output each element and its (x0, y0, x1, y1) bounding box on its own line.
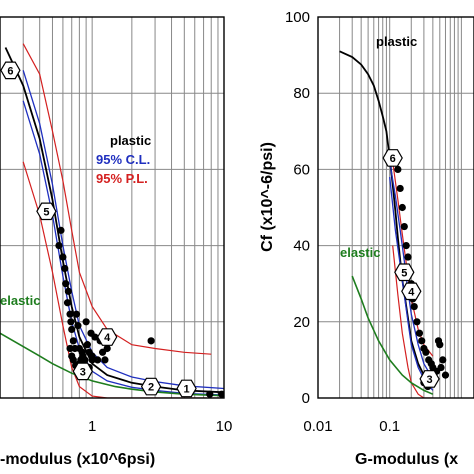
data-point (103, 344, 111, 353)
plot-frame (0, 16, 225, 399)
data-point (441, 371, 450, 379)
data-point (88, 356, 96, 364)
left-x-axis-label: -modulus (x10^6psi) (0, 451, 155, 468)
data-point (63, 299, 72, 307)
data-point (147, 337, 155, 345)
data-point (72, 310, 81, 318)
hex-marker: 3 (72, 362, 93, 381)
data-point (422, 348, 430, 356)
data-point (418, 337, 426, 345)
series-line-cl-upper (22, 70, 224, 390)
data-point (404, 253, 412, 261)
hex-marker: 2 (140, 377, 162, 396)
data-point (66, 310, 74, 318)
data-point (55, 242, 63, 250)
data-point (94, 356, 102, 364)
series-line-elastic (0, 332, 224, 397)
hex-marker-label: 4 (408, 286, 415, 298)
data-point (67, 318, 75, 326)
plot-frame (317, 16, 474, 399)
data-point (394, 165, 402, 173)
y-tick-label: 80 (293, 85, 310, 102)
right-x-axis-label: G-modulus (x (355, 451, 458, 468)
elastic-label: elastic (340, 245, 380, 260)
y-tick-label: 20 (293, 314, 310, 331)
data-point (415, 329, 424, 337)
hex-marker: 4 (401, 282, 422, 301)
hex-marker: 3 (419, 370, 440, 388)
y-tick-label: 100 (285, 9, 310, 26)
data-point (66, 344, 74, 353)
hex-marker-label: 2 (148, 382, 154, 394)
x-tick-label: 10 (216, 418, 233, 435)
right-y-axis-label: Cf (x10^-6/psi) (259, 142, 276, 252)
data-point (439, 356, 447, 364)
hex-marker: 6 (0, 61, 21, 80)
data-point (91, 333, 99, 341)
data-point (68, 325, 76, 334)
x-tick-label: 1 (88, 418, 96, 435)
hex-marker-label: 5 (43, 206, 49, 218)
y-tick-label: 0 (302, 390, 310, 407)
hex-marker-label: 6 (7, 65, 13, 77)
legend-entry: 95% C.L. (96, 152, 150, 167)
x-tick-label: 0.01 (303, 418, 332, 435)
data-point (61, 264, 69, 273)
hex-marker-label: 1 (183, 383, 189, 395)
data-point (400, 222, 408, 231)
hex-marker: 5 (394, 263, 415, 282)
hex-marker-label: 6 (390, 153, 396, 165)
data-point (78, 348, 86, 356)
data-point (402, 242, 410, 250)
data-point (82, 318, 90, 326)
data-point (69, 356, 77, 364)
data-point (57, 226, 65, 234)
data-point (437, 363, 445, 372)
data-point (59, 253, 67, 261)
elastic-label: elastic (0, 293, 40, 308)
hex-marker-label: 4 (104, 332, 111, 344)
y-tick-label: 40 (293, 238, 310, 255)
data-point (413, 318, 421, 326)
hex-marker-label: 3 (80, 366, 86, 378)
data-point (74, 322, 82, 330)
series-line-pl-lower (22, 161, 224, 398)
series-line-pl-upper (22, 43, 212, 355)
hex-marker-label: 5 (401, 267, 407, 279)
data-point (62, 280, 70, 288)
data-point (218, 390, 224, 398)
data-point (206, 390, 214, 398)
hex-marker-label: 3 (427, 374, 433, 386)
y-tick-label: 60 (293, 161, 310, 178)
hex-marker: 1 (176, 379, 197, 398)
hex-marker: 4 (97, 328, 118, 346)
data-point (396, 184, 404, 193)
x-tick-label: 0.1 (379, 418, 400, 435)
hex-marker: 6 (382, 149, 403, 167)
data-point (410, 302, 418, 311)
hex-marker: 5 (36, 202, 57, 221)
data-point (434, 337, 443, 345)
data-point (101, 356, 109, 364)
data-point (64, 287, 72, 295)
legend-entry: 95% P.L. (96, 171, 148, 186)
data-point (83, 341, 91, 349)
data-point (69, 337, 77, 345)
data-point (398, 203, 406, 212)
series-line-elastic (351, 275, 434, 395)
plastic-label: plastic (376, 34, 417, 49)
legend-entry: plastic (110, 133, 151, 148)
data-point (81, 356, 89, 364)
left-panel: 1 2 3 4 5 6 1 10 plastic 95% C.L. 95% P.L. elastic (0, 16, 233, 435)
right-panel: 3 45 6 0.01 0.1 0 20 40 60 80 100 plastic elastic (285, 9, 474, 435)
